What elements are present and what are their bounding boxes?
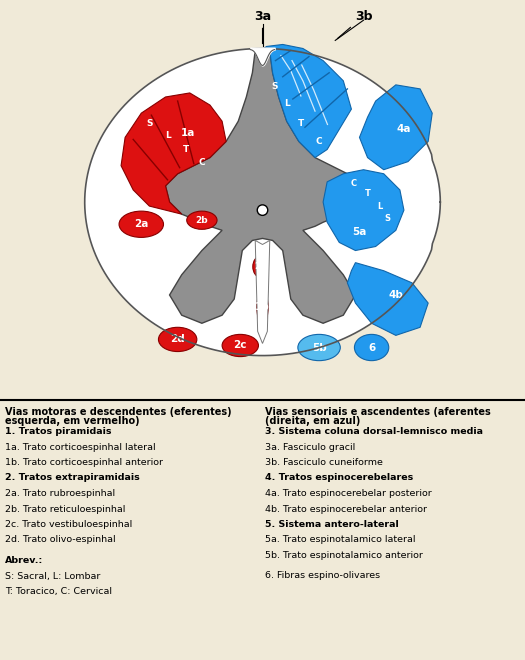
Text: T: Toracico, C: Cervical: T: Toracico, C: Cervical (5, 587, 112, 596)
Ellipse shape (257, 290, 268, 324)
Text: Vias motoras e descendentes (eferentes): Vias motoras e descendentes (eferentes) (5, 407, 232, 417)
Text: 2a: 2a (134, 219, 149, 229)
Text: S: S (385, 214, 391, 222)
Polygon shape (262, 44, 351, 158)
Text: S: Sacral, L: Lombar: S: Sacral, L: Lombar (5, 572, 100, 581)
Text: 1a: 1a (181, 128, 195, 139)
Text: T: T (298, 119, 304, 128)
Text: Vias sensoriais e ascendentes (aferentes: Vias sensoriais e ascendentes (aferentes (265, 407, 491, 417)
Text: 4a. Trato espinocerebelar posterior: 4a. Trato espinocerebelar posterior (265, 489, 432, 498)
Text: 4. Tratos espinocerebelares: 4. Tratos espinocerebelares (265, 473, 413, 482)
Text: C: C (198, 158, 205, 167)
Text: 1a. Trato corticoespinhal lateral: 1a. Trato corticoespinhal lateral (5, 442, 155, 451)
Text: 2a. Trato rubroespinhal: 2a. Trato rubroespinhal (5, 489, 115, 498)
Text: 6. Fibras espino-olivares: 6. Fibras espino-olivares (265, 572, 380, 581)
Text: 2d: 2d (170, 335, 185, 345)
Circle shape (257, 205, 268, 215)
Text: 1b. Trato corticoespinhal anterior: 1b. Trato corticoespinhal anterior (5, 458, 163, 467)
Text: esquerda, em vermelho): esquerda, em vermelho) (5, 416, 140, 426)
Polygon shape (121, 93, 226, 214)
Ellipse shape (159, 327, 197, 352)
Ellipse shape (222, 335, 258, 356)
Text: L: L (284, 98, 290, 108)
Polygon shape (348, 263, 428, 335)
Ellipse shape (187, 211, 217, 229)
Text: (direita, em azul): (direita, em azul) (265, 416, 360, 426)
Polygon shape (85, 48, 440, 356)
Text: Abrev.:: Abrev.: (5, 556, 43, 565)
Text: 3a: 3a (254, 10, 271, 44)
Text: T: T (183, 145, 189, 154)
Text: 5. Sistema antero-lateral: 5. Sistema antero-lateral (265, 520, 399, 529)
Text: S: S (146, 119, 153, 128)
Text: C: C (316, 137, 322, 146)
Text: 4a: 4a (397, 124, 411, 134)
Text: 2b. Trato reticuloespinhal: 2b. Trato reticuloespinhal (5, 504, 125, 513)
Text: 5a: 5a (352, 227, 366, 238)
Text: C: C (350, 180, 356, 188)
Polygon shape (165, 50, 360, 323)
Text: T: T (365, 189, 371, 199)
Text: 2c. Trato vestibuloespinhal: 2c. Trato vestibuloespinhal (5, 520, 132, 529)
Ellipse shape (253, 256, 268, 277)
Text: 2d. Trato olivo-espinhal: 2d. Trato olivo-espinhal (5, 535, 116, 544)
Text: S: S (271, 82, 278, 91)
Text: 3. Sistema coluna dorsal-lemnisco media: 3. Sistema coluna dorsal-lemnisco media (265, 427, 483, 436)
Ellipse shape (298, 335, 340, 360)
Ellipse shape (354, 335, 389, 360)
Polygon shape (323, 170, 404, 251)
Text: 5a. Trato espinotalamico lateral: 5a. Trato espinotalamico lateral (265, 535, 415, 544)
Ellipse shape (119, 211, 163, 238)
Text: 1b: 1b (255, 302, 270, 312)
Text: 5b. Trato espinotalamico anterior: 5b. Trato espinotalamico anterior (265, 551, 423, 560)
Text: 1. Tratos piramidais: 1. Tratos piramidais (5, 427, 111, 436)
Text: 5b: 5b (312, 343, 327, 352)
Text: 2b: 2b (196, 216, 208, 224)
Polygon shape (255, 240, 270, 343)
Text: 6: 6 (368, 343, 375, 352)
Text: 4b: 4b (388, 290, 403, 300)
Text: 3b. Fasciculo cuneiforme: 3b. Fasciculo cuneiforme (265, 458, 383, 467)
Text: 2c: 2c (234, 341, 247, 350)
Text: 4b. Trato espinocerebelar anterior: 4b. Trato espinocerebelar anterior (265, 504, 427, 513)
Text: 2b: 2b (254, 262, 267, 271)
Text: 2. Tratos extrapiramidais: 2. Tratos extrapiramidais (5, 473, 140, 482)
Text: L: L (165, 131, 171, 140)
Polygon shape (360, 85, 432, 170)
Text: 3b: 3b (338, 10, 372, 38)
Text: 3a. Fasciculo gracil: 3a. Fasciculo gracil (265, 442, 355, 451)
Text: L: L (377, 201, 382, 211)
